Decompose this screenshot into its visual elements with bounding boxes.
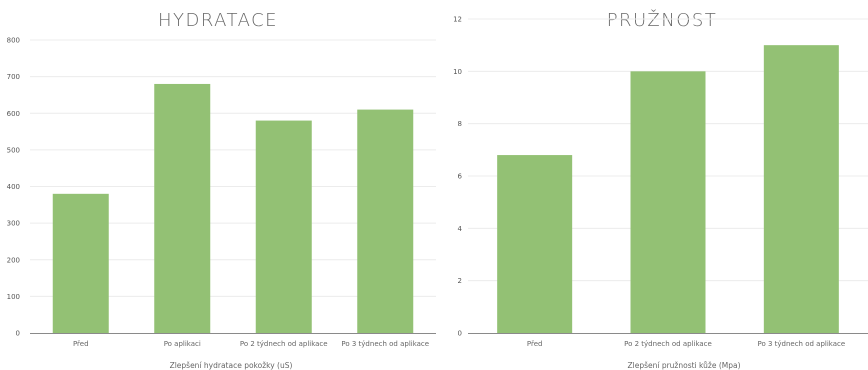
x-tick-label: Před: [73, 340, 89, 348]
y-tick-label: 4: [458, 225, 463, 233]
y-tick-label: 6: [458, 173, 463, 181]
x-axis-labels: Před Po 2 týdnech od aplikace Po 3 týdnech…: [527, 340, 845, 348]
y-tick-label: 200: [7, 256, 20, 264]
x-tick-label: Po aplikaci: [164, 340, 201, 348]
y-tick-label: 600: [7, 110, 20, 118]
y-tick-label: 300: [7, 220, 20, 228]
y-tick-label: 400: [7, 183, 20, 191]
hydration-chart: HYDRATACE 0 100 200 300 400 500 600 700 800 Před…: [7, 10, 436, 370]
y-tick-label: 700: [7, 73, 20, 81]
y-tick-label: 0: [458, 330, 462, 338]
bars: [468, 45, 868, 334]
y-tick-label: 800: [7, 37, 20, 45]
bar: [52, 193, 109, 333]
bar: [154, 83, 211, 333]
bar: [497, 155, 573, 333]
bar: [763, 45, 839, 334]
y-tick-label: 500: [7, 146, 20, 154]
x-tick-label: Před: [527, 340, 543, 348]
y-axis-ticks: 0 100 200 300 400 500 600 700 800: [7, 37, 20, 338]
y-axis-ticks: 0 2 4 6 8 10 12: [453, 16, 462, 338]
y-tick-label: 100: [7, 293, 20, 301]
y-tick-label: 0: [16, 330, 20, 338]
bar: [255, 120, 312, 333]
y-tick-label: 8: [458, 120, 462, 128]
x-tick-label: Po 2 týdnech od aplikace: [240, 340, 328, 348]
x-tick-label: Po 3 týdnech od aplikace: [341, 340, 429, 348]
chart-title: PRUŽNOST: [607, 9, 718, 31]
bar: [630, 71, 706, 333]
x-axis-title: Zlepšení hydratace pokožky (uS): [170, 361, 293, 370]
chart-title: HYDRATACE: [158, 10, 278, 31]
y-tick-label: 10: [453, 68, 462, 76]
elasticity-chart: PRUŽNOST 0 2 4 6 8 10 12 Před Po 2 týdnech od a…: [453, 9, 868, 370]
y-tick-label: 12: [453, 16, 462, 24]
bar: [357, 109, 414, 334]
y-tick-label: 2: [458, 277, 462, 285]
x-tick-label: Po 2 týdnech od aplikace: [624, 340, 712, 348]
x-axis-labels: Před Po aplikaci Po 2 týdnech od aplikace P…: [73, 340, 429, 348]
x-axis-title: Zlepšení pružnosti kůže (Mpa): [627, 361, 740, 370]
x-tick-label: Po 3 týdnech od aplikace: [757, 340, 845, 348]
bars: [30, 83, 436, 334]
